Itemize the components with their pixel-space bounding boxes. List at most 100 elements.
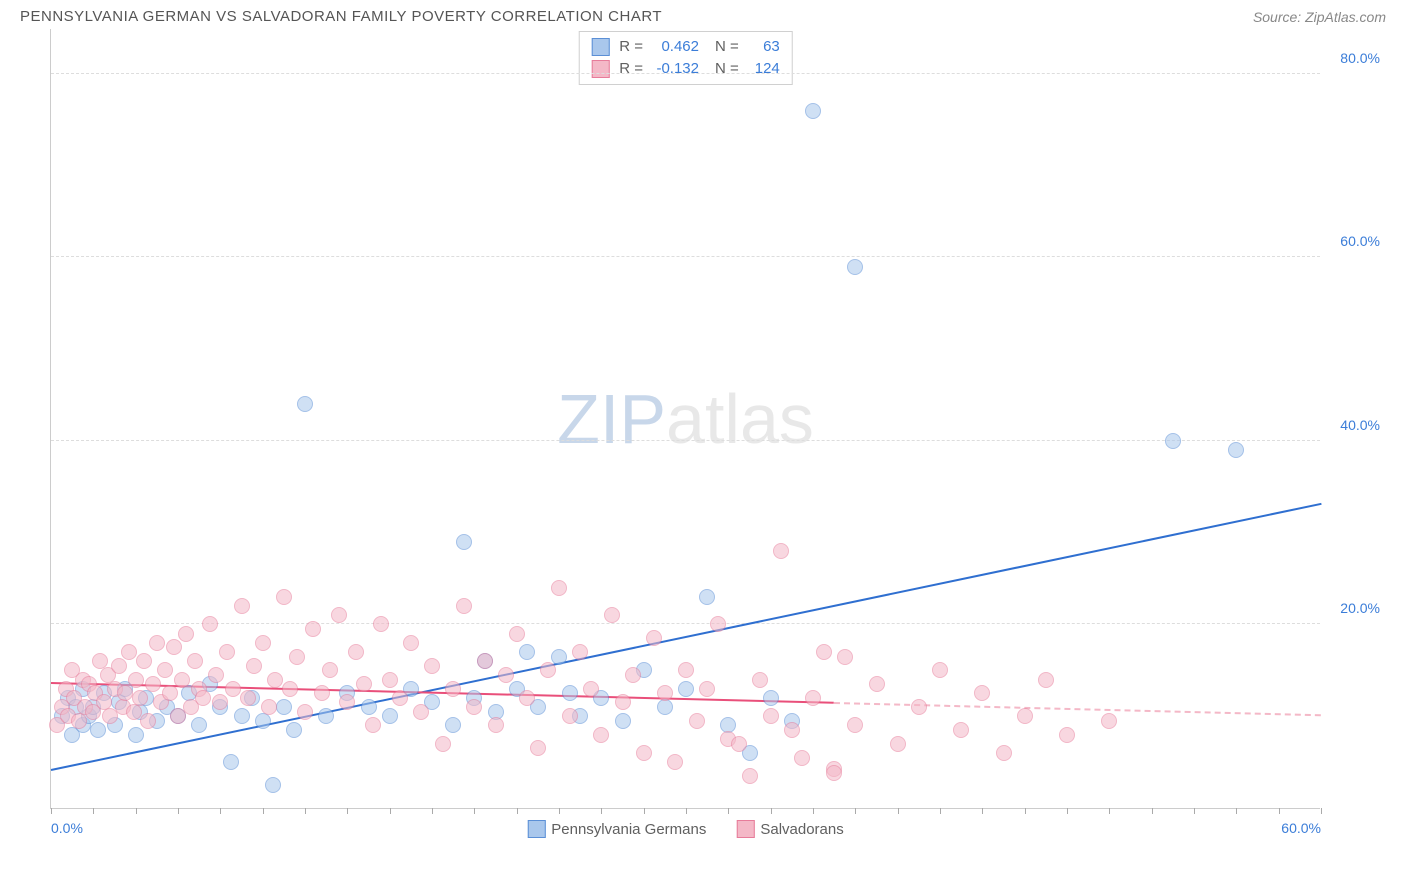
data-point	[572, 644, 588, 660]
gridline	[51, 623, 1320, 624]
data-point	[615, 694, 631, 710]
data-point	[128, 727, 144, 743]
data-point	[519, 644, 535, 660]
x-tick	[982, 808, 983, 814]
data-point	[583, 681, 599, 697]
legend-r-label: R =	[619, 58, 643, 80]
legend-label: Pennsylvania Germans	[551, 821, 706, 838]
data-point	[519, 690, 535, 706]
legend-swatch	[591, 38, 609, 56]
data-point	[699, 589, 715, 605]
data-point	[551, 649, 567, 665]
data-point	[240, 690, 256, 706]
data-point	[689, 713, 705, 729]
data-point	[191, 717, 207, 733]
data-point	[178, 626, 194, 642]
data-point	[71, 713, 87, 729]
data-point	[282, 681, 298, 697]
x-tick	[136, 808, 137, 814]
x-tick-label: 60.0%	[1281, 820, 1321, 836]
data-point	[424, 658, 440, 674]
data-point	[121, 644, 137, 660]
watermark-atlas: atlas	[666, 380, 814, 458]
legend-r-label: R =	[619, 36, 643, 58]
data-point	[657, 699, 673, 715]
x-tick	[178, 808, 179, 814]
x-tick	[813, 808, 814, 814]
data-point	[276, 699, 292, 715]
chart-header: PENNSYLVANIA GERMAN VS SALVADORAN FAMILY…	[0, 0, 1406, 29]
data-point	[890, 736, 906, 752]
legend-row: R =-0.132N =124	[591, 58, 780, 80]
data-point	[140, 713, 156, 729]
data-point	[911, 699, 927, 715]
x-tick	[1109, 808, 1110, 814]
y-tick-label: 80.0%	[1325, 50, 1380, 66]
data-point	[331, 607, 347, 623]
legend-n-value: 124	[745, 58, 780, 80]
data-point	[1059, 727, 1075, 743]
gridline	[51, 440, 1320, 441]
x-tick	[390, 808, 391, 814]
x-tick	[898, 808, 899, 814]
watermark-zip: ZIP	[557, 380, 666, 458]
data-point	[314, 685, 330, 701]
data-point	[382, 672, 398, 688]
correlation-legend: R =0.462N =63R =-0.132N =124	[578, 31, 793, 85]
data-point	[187, 653, 203, 669]
x-tick	[1067, 808, 1068, 814]
x-tick	[517, 808, 518, 814]
legend-swatch	[736, 820, 754, 838]
source-attribution: Source: ZipAtlas.com	[1253, 9, 1386, 25]
gridline	[51, 256, 1320, 257]
data-point	[267, 672, 283, 688]
data-point	[166, 639, 182, 655]
x-tick	[1279, 808, 1280, 814]
data-point	[445, 717, 461, 733]
data-point	[1017, 708, 1033, 724]
x-tick	[940, 808, 941, 814]
data-point	[322, 662, 338, 678]
data-point	[234, 598, 250, 614]
data-point	[339, 694, 355, 710]
data-point	[784, 722, 800, 738]
data-point	[225, 681, 241, 697]
data-point	[869, 676, 885, 692]
legend-label: Salvadorans	[760, 821, 843, 838]
legend-swatch	[591, 60, 609, 78]
legend-r-value: -0.132	[649, 58, 699, 80]
x-tick	[1236, 808, 1237, 814]
data-point	[289, 649, 305, 665]
data-point	[996, 745, 1012, 761]
x-tick	[644, 808, 645, 814]
data-point	[208, 667, 224, 683]
trend-line	[834, 702, 1321, 716]
data-point	[763, 708, 779, 724]
data-point	[604, 607, 620, 623]
data-point	[551, 580, 567, 596]
data-point	[794, 750, 810, 766]
data-point	[413, 704, 429, 720]
data-point	[773, 543, 789, 559]
data-point	[145, 676, 161, 692]
data-point	[365, 717, 381, 733]
data-point	[731, 736, 747, 752]
data-point	[128, 672, 144, 688]
x-tick	[601, 808, 602, 814]
y-tick-label: 40.0%	[1325, 417, 1380, 433]
x-tick	[1152, 808, 1153, 814]
data-point	[615, 713, 631, 729]
legend-item: Salvadorans	[736, 820, 843, 838]
legend-r-value: 0.462	[649, 36, 699, 58]
x-tick	[305, 808, 306, 814]
data-point	[117, 685, 133, 701]
data-point	[667, 754, 683, 770]
x-tick	[559, 808, 560, 814]
x-tick	[1025, 808, 1026, 814]
data-point	[847, 717, 863, 733]
data-point	[1101, 713, 1117, 729]
data-point	[373, 616, 389, 632]
gridline	[51, 73, 1320, 74]
data-point	[477, 653, 493, 669]
data-point	[111, 658, 127, 674]
